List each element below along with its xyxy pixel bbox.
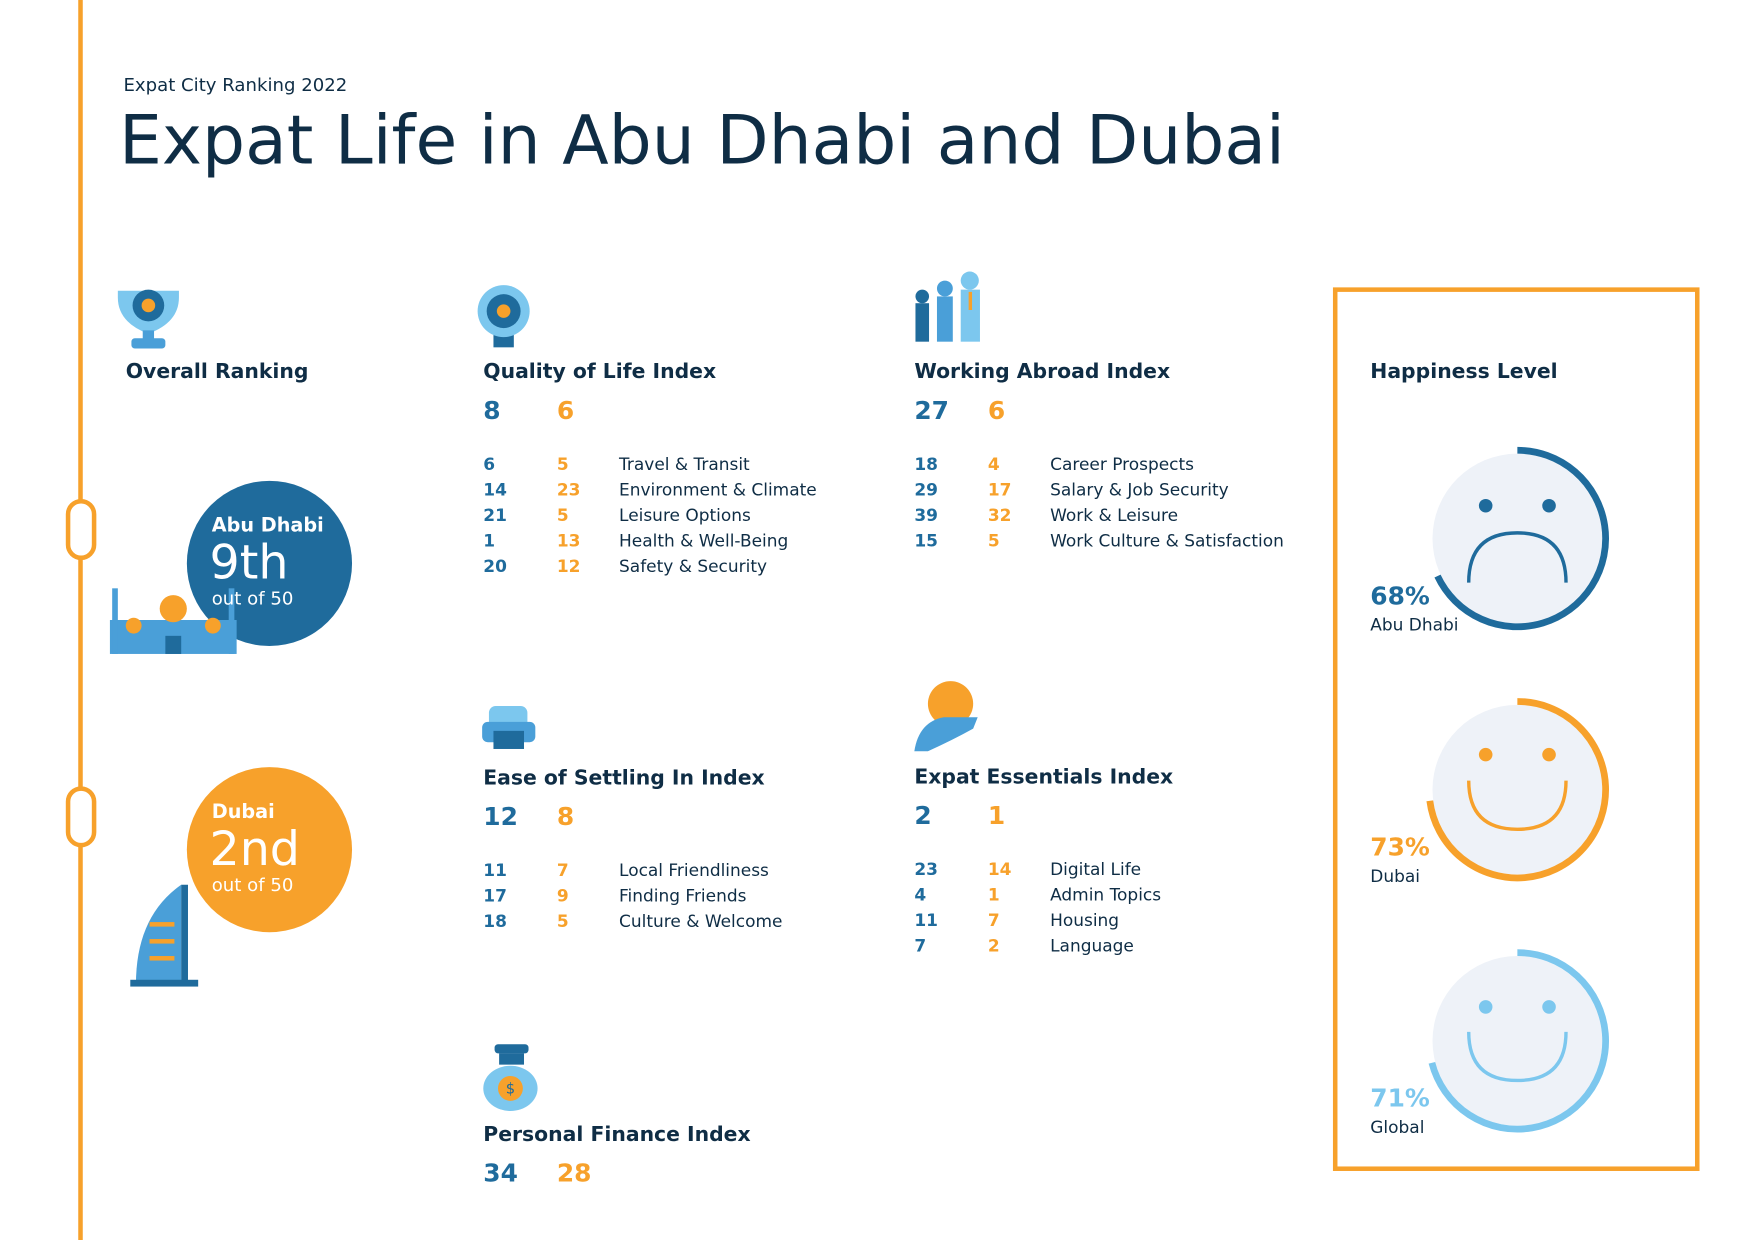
index-abu-dhabi: 27: [914, 396, 949, 425]
city-name: Dubai: [212, 800, 275, 823]
row-dubai: 7: [988, 911, 1000, 931]
happiness-value: 68%: [1370, 581, 1430, 610]
row-label: Leisure Options: [619, 506, 751, 526]
happiness-arc: [1426, 698, 1609, 882]
index-dubai: 6: [988, 396, 1005, 425]
title: Expat Life in Abu Dhabi and Dubai: [119, 101, 1285, 180]
row-abu-dhabi: 21: [483, 506, 507, 526]
row-label: Work & Leisure: [1050, 506, 1178, 526]
row-dubai: 2: [988, 936, 1000, 956]
row-label: Admin Topics: [1050, 885, 1161, 905]
row-label: Culture & Welcome: [619, 912, 782, 932]
row-abu-dhabi: 18: [914, 455, 938, 475]
row-dubai: 7: [557, 861, 569, 881]
row-dubai: 32: [988, 506, 1012, 526]
index-title: Quality of Life Index: [483, 359, 716, 383]
dollar-sign: $: [506, 1081, 515, 1098]
happiness-name: Global: [1370, 1118, 1424, 1138]
index-abu-dhabi: 12: [483, 802, 518, 831]
dubai-badge: [186, 767, 353, 933]
row-dubai: 23: [557, 480, 581, 500]
index-title: Ease of Settling In Index: [483, 765, 764, 789]
row-abu-dhabi: 1: [483, 531, 495, 551]
row-label: Work Culture & Satisfaction: [1050, 531, 1284, 551]
row-abu-dhabi: 11: [483, 861, 507, 881]
row-abu-dhabi: 29: [914, 480, 938, 500]
row-dubai: 4: [988, 455, 1000, 475]
row-dubai: 5: [557, 455, 569, 475]
happiness-arc: [1434, 446, 1610, 631]
index-dubai: 6: [557, 396, 574, 425]
row-label: Housing: [1050, 911, 1119, 931]
index-title: Expat Essentials Index: [914, 764, 1173, 788]
row-label: Digital Life: [1050, 860, 1141, 880]
row-label: Local Friendliness: [619, 861, 769, 881]
index-abu-dhabi: 2: [914, 801, 931, 830]
row-label: Safety & Security: [619, 557, 767, 577]
row-abu-dhabi: 17: [483, 887, 507, 907]
row-dubai: 14: [988, 860, 1012, 880]
row-label: Travel & Transit: [618, 455, 750, 475]
happiness-value: 73%: [1370, 833, 1430, 862]
row-dubai: 1: [988, 885, 1000, 905]
index-title: Working Abroad Index: [914, 359, 1170, 383]
index-abu-dhabi: 8: [483, 396, 500, 425]
row-dubai: 12: [557, 557, 581, 577]
city-out-of: out of 50: [212, 875, 294, 896]
row-label: Environment & Climate: [619, 480, 817, 500]
index-dubai: 8: [557, 802, 574, 831]
burj-icon: [130, 884, 199, 987]
row-abu-dhabi: 39: [914, 506, 938, 526]
row-abu-dhabi: 15: [914, 531, 938, 551]
award-icon: [477, 285, 530, 348]
timeline: [65, 0, 97, 1240]
row-abu-dhabi: 23: [914, 860, 938, 880]
happiness-name: Abu Dhabi: [1370, 616, 1458, 636]
city-name: Abu Dhabi: [212, 514, 324, 537]
overall-title: Overall Ranking: [126, 359, 309, 383]
mosque-icon: [109, 588, 237, 654]
happiness-box: [1332, 287, 1700, 1171]
city-rank: 9th: [209, 536, 288, 591]
trophy-icon: [117, 289, 179, 349]
workers-icon: [915, 271, 980, 342]
happiness-title: Happiness Level: [1370, 359, 1557, 383]
happiness-value: 71%: [1370, 1084, 1430, 1113]
index-title: Personal Finance Index: [483, 1122, 750, 1146]
row-dubai: 13: [557, 531, 581, 551]
row-abu-dhabi: 20: [483, 557, 507, 577]
city-out-of: out of 50: [212, 589, 294, 610]
abu-dhabi-badge: [186, 480, 353, 647]
row-dubai: 5: [557, 912, 569, 932]
money-bag-icon: $: [483, 1044, 538, 1112]
sofa-icon: [482, 705, 536, 749]
happiness-name: Dubai: [1370, 867, 1420, 887]
index-dubai: 1: [988, 801, 1005, 830]
row-dubai: 5: [557, 506, 569, 526]
city-rank: 2nd: [209, 822, 299, 877]
row-label: Career Prospects: [1050, 455, 1194, 475]
row-abu-dhabi: 18: [483, 912, 507, 932]
row-dubai: 9: [557, 887, 569, 907]
row-dubai: 17: [988, 480, 1012, 500]
subtitle: Expat City Ranking 2022: [123, 75, 347, 96]
row-abu-dhabi: 11: [914, 911, 938, 931]
index-dubai: 28: [557, 1158, 592, 1187]
row-label: Finding Friends: [619, 887, 747, 907]
row-label: Health & Well-Being: [619, 531, 788, 551]
row-label: Language: [1050, 936, 1134, 956]
happiness-arc: [1428, 949, 1610, 1133]
hand-coin-icon: [914, 681, 978, 752]
row-dubai: 5: [988, 531, 1000, 551]
row-abu-dhabi: 4: [914, 885, 926, 905]
row-label: Salary & Job Security: [1050, 480, 1229, 500]
row-abu-dhabi: 14: [483, 480, 507, 500]
row-abu-dhabi: 6: [483, 455, 495, 475]
row-abu-dhabi: 7: [914, 936, 926, 956]
index-abu-dhabi: 34: [483, 1158, 518, 1187]
faces: [1432, 453, 1603, 1126]
